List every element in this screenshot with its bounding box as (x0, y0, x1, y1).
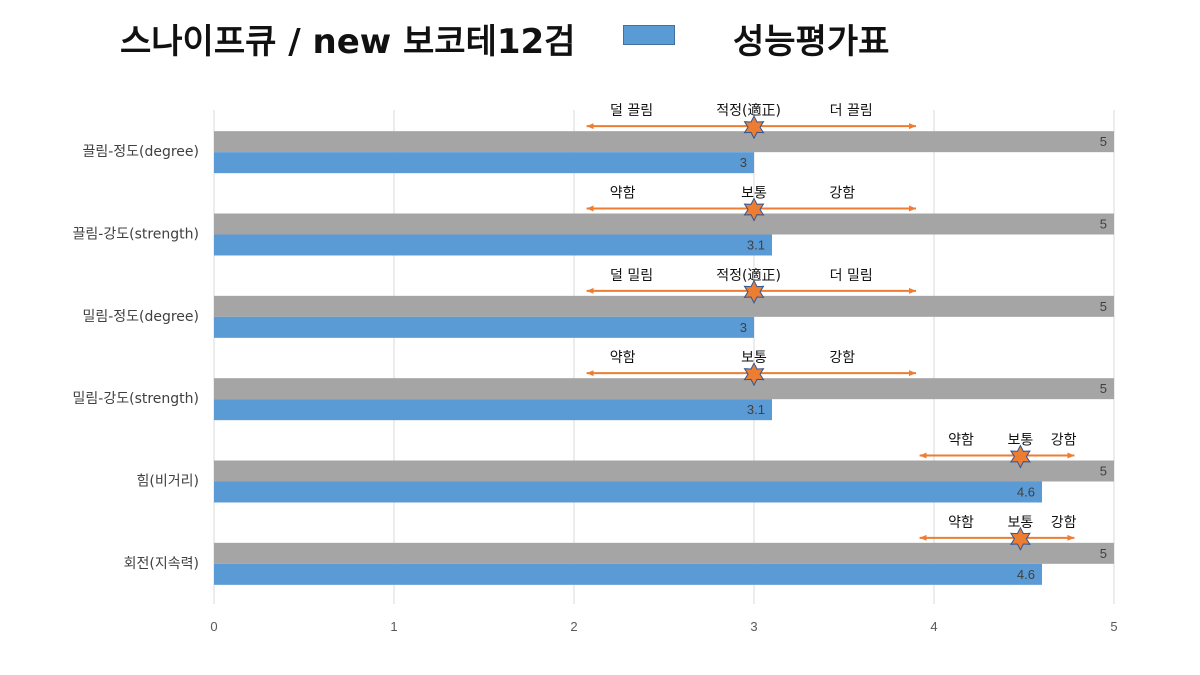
scale-label: 약함 (610, 186, 636, 202)
legend-swatch (623, 25, 675, 45)
scale-label: 약함 (948, 515, 974, 531)
bar-score (214, 481, 1042, 503)
x-tick-label: 4 (930, 619, 937, 634)
bar-max (214, 542, 1114, 564)
star-marker (743, 197, 765, 222)
star-marker (1009, 526, 1031, 551)
bar-max (214, 131, 1114, 153)
scale-label: 더 밀림 (830, 268, 873, 284)
bar-score (214, 563, 1042, 585)
bar-max (214, 378, 1114, 400)
bar-max (214, 295, 1114, 317)
scale-label: 강함 (1051, 433, 1077, 449)
data-label-score: 4.6 (1017, 485, 1035, 500)
data-label-max: 5 (1100, 299, 1107, 314)
chart-title: 스나이프큐 / new 보코테12검 (120, 22, 576, 62)
star-marker (743, 362, 765, 387)
data-label-score: 3.1 (747, 238, 765, 253)
chart-title-row: 스나이프큐 / new 보코테12검 성능평가표 (0, 0, 1200, 80)
data-label-max: 5 (1100, 546, 1107, 561)
data-label-max: 5 (1100, 217, 1107, 232)
bar-max (214, 460, 1114, 482)
scale-label: 보통 (741, 186, 767, 202)
bar-score (214, 316, 754, 338)
scale-label: 보통 (1008, 433, 1034, 449)
chart-title-right: 성능평가표 (733, 22, 890, 62)
data-label-score: 4.6 (1017, 567, 1035, 582)
scale-label: 보통 (741, 350, 767, 366)
scale-label: 적정(適正) (716, 267, 781, 284)
x-tick-label: 0 (210, 619, 217, 634)
x-tick-label: 2 (570, 619, 577, 634)
star-marker (743, 279, 765, 304)
star-marker (743, 115, 765, 140)
scale-label: 강함 (829, 350, 855, 366)
category-label: 밀림-정도(degree) (82, 309, 199, 325)
bar-score (214, 152, 754, 174)
data-label-max: 5 (1100, 134, 1107, 149)
scale-label: 약함 (948, 433, 974, 449)
category-label: 끌림-정도(degree) (82, 144, 199, 160)
data-label-score: 3.1 (747, 402, 765, 417)
bar-score (214, 399, 772, 421)
data-label-score: 3 (740, 155, 747, 170)
category-label: 끌림-강도(strength) (73, 227, 199, 243)
star-marker (1009, 444, 1031, 469)
scale-label: 강함 (829, 186, 855, 202)
data-label-max: 5 (1100, 464, 1107, 479)
scale-label: 더 끌림 (830, 103, 873, 119)
scale-label: 덜 밀림 (610, 268, 653, 284)
scale-label: 적정(適正) (716, 102, 781, 119)
category-label: 힘(비거리) (137, 474, 199, 490)
scale-label: 보통 (1008, 515, 1034, 531)
x-tick-label: 3 (750, 619, 757, 634)
bar-max (214, 213, 1114, 235)
scale-label: 약함 (610, 350, 636, 366)
scale-label: 덜 끌림 (610, 103, 653, 119)
data-label-max: 5 (1100, 381, 1107, 396)
bar-score (214, 234, 772, 256)
x-tick-label: 5 (1110, 619, 1117, 634)
category-label: 회전(지속력) (124, 556, 199, 572)
data-label-score: 3 (740, 320, 747, 335)
scale-label: 강함 (1051, 515, 1077, 531)
category-label: 밀림-강도(strength) (73, 391, 199, 407)
x-tick-label: 1 (390, 619, 397, 634)
